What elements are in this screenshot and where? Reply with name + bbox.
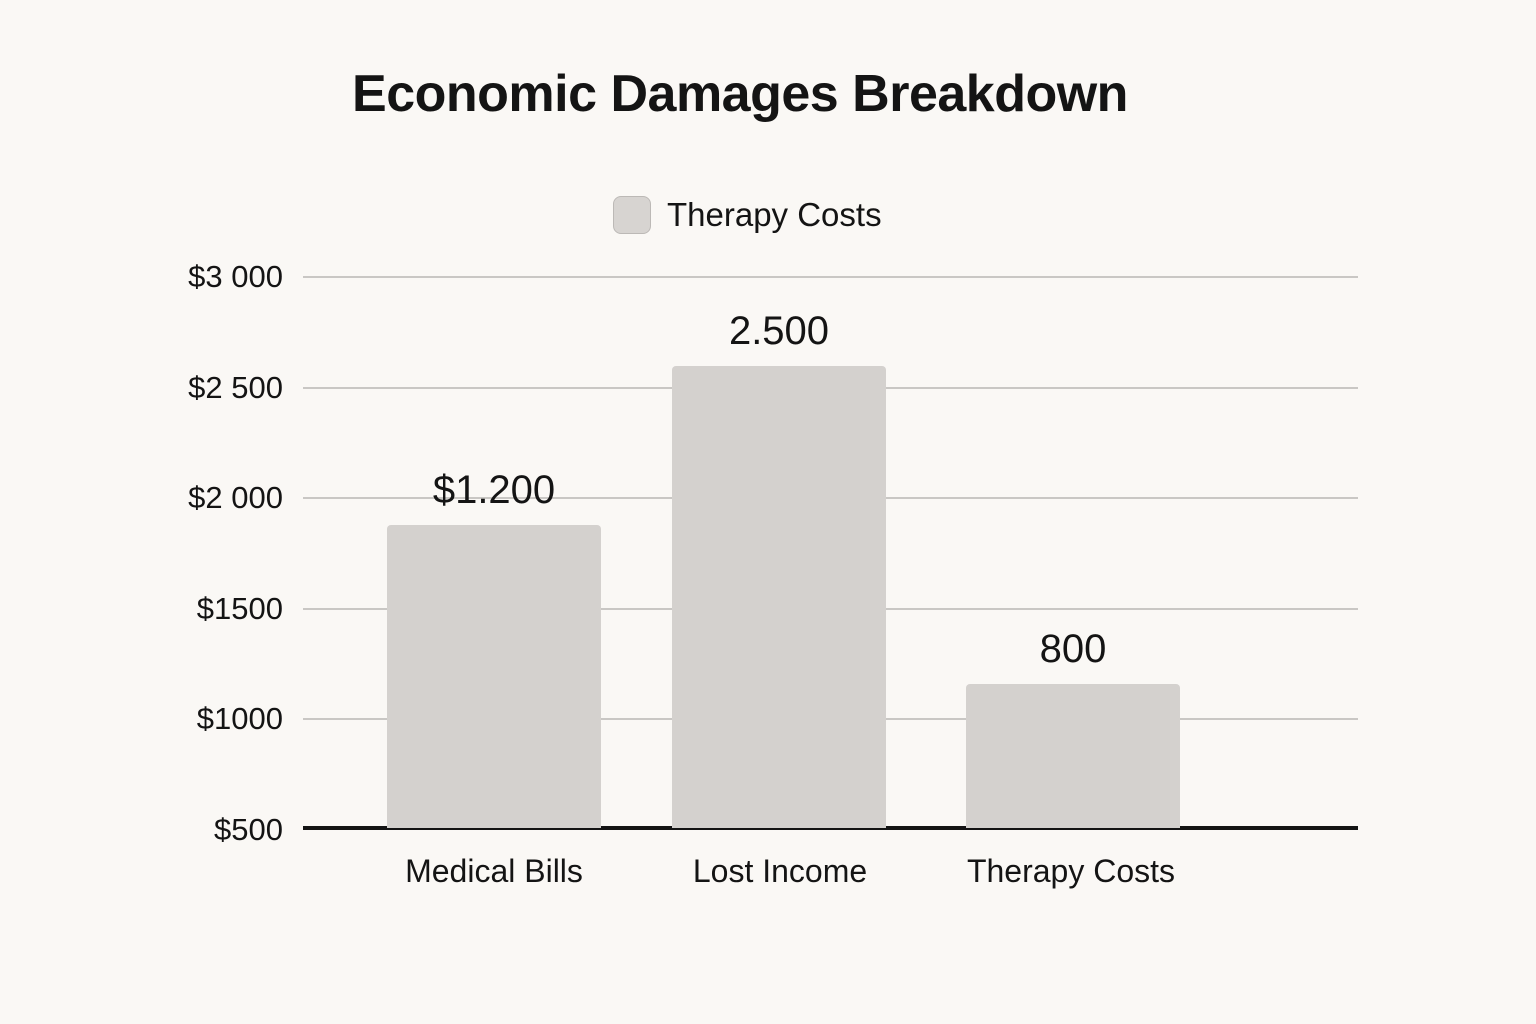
y-tick-label-2500: $2 500 [188, 369, 283, 405]
y-tick-label-1000: $1000 [196, 701, 283, 737]
x-tick-label-medical-bills: Medical Bills [405, 853, 583, 889]
x-axis-line [303, 826, 1358, 830]
bar-value-label-therapy-costs: 800 [1039, 627, 1107, 672]
legend: Therapy Costs [613, 196, 882, 234]
bar-value-label-medical-bills: $1.200 [432, 467, 556, 512]
bar-value-label-lost-income: 2.500 [728, 308, 830, 353]
bar-medical-bills [387, 524, 601, 828]
legend-swatch-icon [613, 196, 651, 234]
bar-therapy-costs [966, 684, 1180, 828]
chart-title: Economic Damages Breakdown [352, 65, 1128, 123]
y-tick-label-500: $500 [214, 812, 283, 847]
x-tick-label-therapy-costs: Therapy Costs [966, 853, 1176, 889]
y-tick-label-1500: $1500 [196, 590, 283, 626]
y-tick-label-3000: $3 000 [188, 259, 283, 294]
gridline-3000 [303, 276, 1358, 278]
x-tick-label-lost-income: Lost Income [692, 853, 868, 889]
bar-lost-income [672, 365, 886, 828]
plot-area: $1.200 2.500 800 [303, 276, 1358, 830]
legend-label: Therapy Costs [667, 196, 882, 233]
y-tick-label-2000: $2 000 [188, 480, 283, 516]
